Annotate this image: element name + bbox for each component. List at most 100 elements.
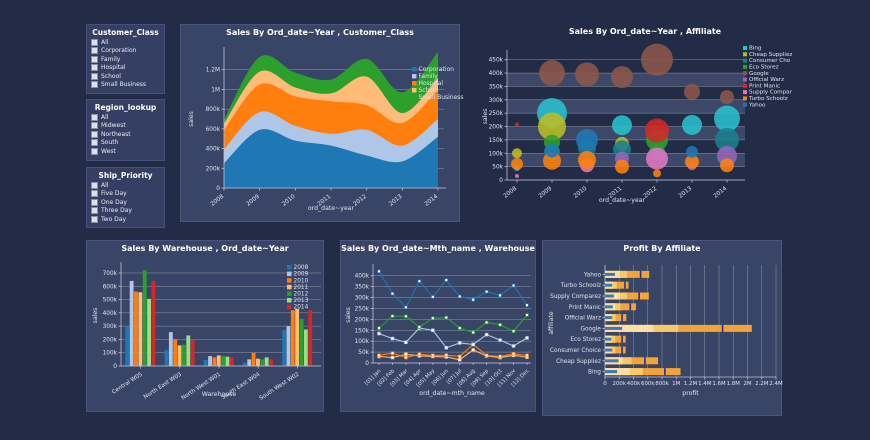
line-marker[interactable] xyxy=(390,314,395,318)
line-marker[interactable] xyxy=(417,325,422,329)
bubble-cheap-suppliez[interactable] xyxy=(512,148,522,159)
legend-item[interactable]: Eco Storez xyxy=(743,65,779,71)
line-marker[interactable] xyxy=(404,314,408,319)
bubble-turbo-schoolz[interactable] xyxy=(578,150,596,169)
checkbox-icon[interactable] xyxy=(91,198,98,206)
line-north-east-w03[interactable] xyxy=(378,327,528,349)
bar-central-w05-2011[interactable] xyxy=(138,292,143,366)
filter-option[interactable]: One Day xyxy=(91,198,161,206)
checkbox-icon[interactable] xyxy=(91,55,98,63)
bubble-google[interactable] xyxy=(641,43,673,76)
bar-central-w05-2014[interactable] xyxy=(151,280,156,366)
bar-north-west-w01-2013[interactable] xyxy=(225,356,230,366)
bubble-turbo-schoolz[interactable] xyxy=(511,157,523,170)
bar-north-east-w03-2008[interactable] xyxy=(164,350,169,366)
bar-north-west-w01-2010[interactable] xyxy=(212,357,217,366)
bar-south-east-w04-2010[interactable] xyxy=(251,352,256,366)
legend-item[interactable]: Bing xyxy=(743,46,762,52)
line-marker[interactable] xyxy=(498,323,502,327)
bar-central-w05-2010[interactable] xyxy=(134,291,138,366)
legend-item[interactable]: Small Business xyxy=(412,94,464,101)
bar-north-east-w03-2014[interactable] xyxy=(190,339,195,366)
bar-south-east-w04-2012[interactable] xyxy=(260,359,265,366)
line-marker[interactable] xyxy=(444,353,449,357)
line-marker[interactable] xyxy=(431,295,435,299)
bubble-yahoo[interactable] xyxy=(576,128,598,151)
line-marker[interactable] xyxy=(390,351,395,355)
bubble-cheap-suppliez[interactable] xyxy=(538,112,566,141)
legend-item[interactable]: Supply Compar xyxy=(743,90,793,96)
legend-item[interactable]: School xyxy=(412,87,439,94)
line-marker[interactable] xyxy=(390,355,395,360)
bar-central-w05-2012[interactable] xyxy=(142,270,147,366)
filter-option[interactable]: Three Day xyxy=(91,207,161,214)
line-marker[interactable] xyxy=(484,289,489,294)
line-marker[interactable] xyxy=(525,303,529,307)
bar-central-w05-2013[interactable] xyxy=(147,298,151,366)
line-marker[interactable] xyxy=(511,283,516,288)
bar-north-west-w01-2008[interactable] xyxy=(203,360,208,366)
bubble-turbo-schoolz[interactable] xyxy=(615,159,629,174)
filter-option[interactable]: Family xyxy=(91,55,161,63)
checkbox-icon[interactable] xyxy=(91,139,98,146)
line-marker[interactable] xyxy=(377,269,381,274)
bar-north-west-w01-2009[interactable] xyxy=(208,356,212,366)
line-marker[interactable] xyxy=(431,328,435,333)
filter-option[interactable]: Corporation xyxy=(91,47,161,54)
bubble-consumer-choice[interactable] xyxy=(715,127,739,152)
line-central-w05[interactable] xyxy=(378,271,528,309)
line-marker[interactable] xyxy=(484,320,489,325)
checkbox-icon[interactable] xyxy=(91,190,98,197)
legend-item[interactable]: Official Warz xyxy=(743,77,784,83)
bullet-row-consumer-choice[interactable] xyxy=(605,346,626,354)
line-marker[interactable] xyxy=(404,340,408,345)
checkbox-icon[interactable] xyxy=(91,81,98,88)
legend-item[interactable]: Google xyxy=(743,71,769,77)
bullet-row-cheap-suppliez[interactable] xyxy=(605,357,659,365)
bubble-bing[interactable] xyxy=(682,114,702,135)
line-marker[interactable] xyxy=(498,293,502,298)
bar-south-west-w02-2010[interactable] xyxy=(290,310,295,366)
checkbox-icon[interactable] xyxy=(91,113,98,121)
legend-item[interactable]: 2014 xyxy=(287,304,309,311)
bar-south-east-w04-2011[interactable] xyxy=(256,358,260,366)
line-marker[interactable] xyxy=(471,342,475,347)
line-south-west-w02[interactable] xyxy=(378,314,528,334)
line-marker[interactable] xyxy=(457,294,462,299)
filter-option[interactable]: West xyxy=(91,147,161,155)
bullet-row-bing[interactable] xyxy=(605,368,681,376)
line-marker[interactable] xyxy=(484,353,489,358)
filter-option[interactable]: School xyxy=(91,72,161,80)
line-marker[interactable] xyxy=(417,279,422,283)
legend-item[interactable]: 2009 xyxy=(287,271,309,278)
line-marker[interactable] xyxy=(457,354,462,359)
line-marker[interactable] xyxy=(404,305,408,310)
bubble-turbo-schoolz[interactable] xyxy=(653,169,661,178)
filter-option[interactable]: Midwest xyxy=(91,122,161,129)
bubble-turbo-schoolz[interactable] xyxy=(685,154,699,169)
legend-item[interactable]: Yahoo xyxy=(743,102,766,108)
line-marker[interactable] xyxy=(525,353,529,358)
line-marker[interactable] xyxy=(404,355,408,360)
checkbox-icon[interactable] xyxy=(91,64,98,71)
line-marker[interactable] xyxy=(377,331,381,336)
bar-south-west-w02-2009[interactable] xyxy=(286,326,291,366)
bar-south-east-w04-2014[interactable] xyxy=(269,359,273,366)
line-marker[interactable] xyxy=(390,291,395,296)
legend-item[interactable]: Family xyxy=(412,73,438,80)
line-south-east-w04[interactable] xyxy=(378,349,528,361)
bar-north-east-w03-2011[interactable] xyxy=(177,345,182,366)
line-marker[interactable] xyxy=(444,315,449,320)
bar-north-east-w03-2009[interactable] xyxy=(168,332,173,366)
bar-south-east-w04-2009[interactable] xyxy=(247,359,252,366)
bubble-bing[interactable] xyxy=(612,115,632,136)
bar-south-east-w04-2013[interactable] xyxy=(264,357,269,366)
line-marker[interactable] xyxy=(457,357,462,362)
checkbox-icon[interactable] xyxy=(91,130,98,138)
legend-item[interactable]: 2013 xyxy=(287,298,309,304)
checkbox-icon[interactable] xyxy=(91,72,98,80)
line-marker[interactable] xyxy=(377,353,381,358)
bar-north-east-w03-2010[interactable] xyxy=(173,339,178,366)
filter-option[interactable]: Five Day xyxy=(91,190,161,197)
line-marker[interactable] xyxy=(498,338,502,342)
